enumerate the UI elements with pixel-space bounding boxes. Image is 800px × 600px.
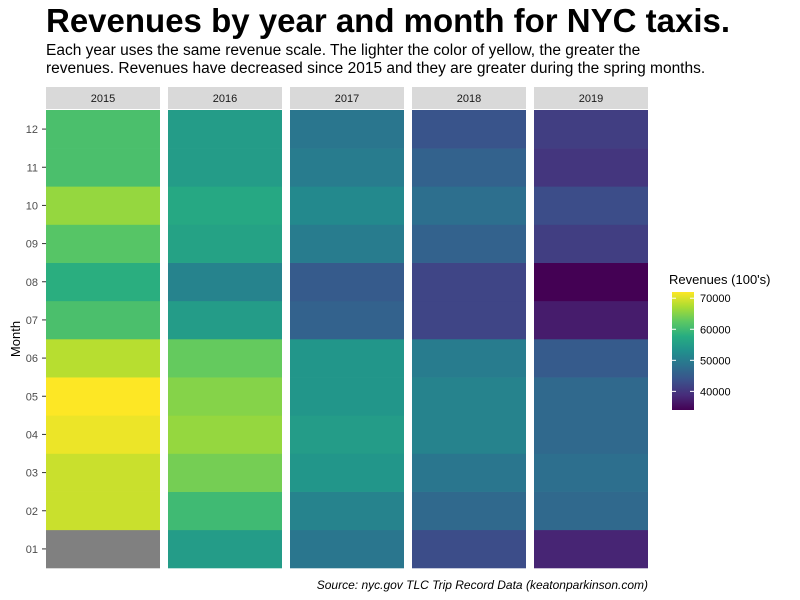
chart-title: Revenues by year and month for NYC taxis…: [46, 2, 731, 39]
y-axis-title: Month: [8, 321, 23, 357]
heat-cell-2016-06: [168, 339, 282, 378]
heat-cell-2017-12: [290, 110, 404, 149]
facet-strip-label-2017: 2017: [335, 93, 359, 105]
facet-strip-2016: [168, 87, 282, 109]
facet-strip-label-2019: 2019: [579, 93, 603, 105]
heat-cell-2019-04: [534, 415, 648, 454]
heat-cell-2015-07: [46, 300, 160, 340]
heat-cell-2018-07: [412, 300, 526, 340]
y-tick-label-07: 07: [26, 315, 38, 327]
heat-cell-2019-05: [534, 377, 648, 416]
heat-cell-2017-10: [290, 186, 404, 225]
heat-cell-2015-04: [46, 415, 160, 454]
heat-cell-2016-05: [168, 377, 282, 416]
heat-cell-2015-05: [46, 377, 160, 416]
heat-cell-2019-07: [534, 300, 648, 340]
heat-cell-2019-01: [534, 529, 648, 569]
y-tick-label-11: 11: [27, 162, 38, 174]
heat-cell-2018-09: [412, 224, 526, 263]
heat-cell-2016-01: [168, 529, 282, 569]
heat-cell-2019-09: [534, 224, 648, 263]
y-tick-label-06: 06: [26, 353, 38, 365]
heat-cell-2019-03: [534, 453, 648, 492]
legend-title: Revenues (100's): [669, 272, 770, 287]
heat-cell-2019-10: [534, 186, 648, 225]
y-tick-label-10: 10: [26, 200, 38, 212]
heat-cell-2015-12: [46, 110, 160, 149]
heat-cell-2016-02: [168, 491, 282, 531]
heat-cell-2018-11: [412, 148, 526, 187]
y-tick-label-08: 08: [26, 277, 38, 289]
heat-cell-2017-11: [290, 148, 404, 187]
heat-cell-2017-04: [290, 415, 404, 454]
heat-cell-2015-09: [46, 224, 160, 263]
legend-tick-label-50000: 50000: [700, 355, 731, 367]
heat-cell-2017-02: [290, 491, 404, 531]
heat-cell-2015-02: [46, 491, 160, 531]
heat-cell-2017-01: [290, 529, 404, 569]
y-tick-label-05: 05: [26, 391, 38, 403]
heat-cell-2017-07: [290, 300, 404, 340]
heat-cell-2017-06: [290, 339, 404, 378]
heat-cell-2016-04: [168, 415, 282, 454]
heat-cell-2019-06: [534, 339, 648, 378]
heat-cell-2018-08: [412, 262, 526, 302]
heat-cell-2016-10: [168, 186, 282, 225]
subtitle-line-1: Each year uses the same revenue scale. T…: [46, 42, 641, 59]
legend-tick-label-60000: 60000: [700, 324, 731, 336]
y-tick-label-12: 12: [26, 124, 38, 136]
legend-tick-label-70000: 70000: [700, 293, 731, 305]
heat-cell-2018-12: [412, 110, 526, 149]
y-tick-label-01: 01: [26, 544, 38, 556]
facet-strip-2019: [534, 87, 648, 109]
heat-cell-2016-11: [168, 148, 282, 187]
heat-cell-2016-07: [168, 300, 282, 340]
heat-cell-2016-09: [168, 224, 282, 263]
heat-cell-2016-03: [168, 453, 282, 492]
heat-cell-2018-01: [412, 529, 526, 569]
heat-cell-2016-08: [168, 262, 282, 302]
heat-cell-2017-03: [290, 453, 404, 492]
chart-caption: Source: nyc.gov TLC Trip Record Data (ke…: [316, 578, 648, 592]
heat-cell-2016-12: [168, 110, 282, 149]
facet-strip-2015: [46, 87, 160, 109]
heat-cell-2018-05: [412, 377, 526, 416]
heat-cell-2015-03: [46, 453, 160, 492]
heat-cell-2019-02: [534, 491, 648, 531]
heat-cell-2019-08: [534, 262, 648, 302]
heat-cell-2015-10: [46, 186, 160, 225]
heat-cell-2015-01: [46, 529, 160, 569]
heat-cell-2018-04: [412, 415, 526, 454]
heat-cell-2019-12: [534, 110, 648, 149]
heat-cell-2017-05: [290, 377, 404, 416]
heat-cell-2018-10: [412, 186, 526, 225]
heat-cell-2018-02: [412, 491, 526, 531]
y-tick-label-09: 09: [26, 239, 38, 251]
chart-subtitle: Each year uses the same revenue scale. T…: [46, 42, 705, 78]
legend-colorbar: [672, 292, 694, 410]
facet-strip-2018: [412, 87, 526, 109]
y-tick-label-03: 03: [26, 468, 38, 480]
facet-strip-2017: [290, 87, 404, 109]
heat-cell-2019-11: [534, 148, 648, 187]
y-tick-label-02: 02: [26, 506, 38, 518]
heat-cell-2015-08: [46, 262, 160, 302]
legend-tick-label-40000: 40000: [700, 386, 731, 398]
facet-strip-label-2016: 2016: [213, 93, 237, 105]
subtitle-line-2: revenues. Revenues have decreased since …: [46, 60, 706, 77]
heat-cell-2015-11: [46, 148, 160, 187]
facet-strip-label-2018: 2018: [457, 93, 481, 105]
heat-cell-2018-03: [412, 453, 526, 492]
y-tick-label-04: 04: [26, 429, 38, 441]
heat-cell-2017-08: [290, 262, 404, 302]
heat-cell-2018-06: [412, 339, 526, 378]
heat-cell-2017-09: [290, 224, 404, 263]
facet-strip-label-2015: 2015: [91, 93, 115, 105]
heat-cell-2015-06: [46, 339, 160, 378]
